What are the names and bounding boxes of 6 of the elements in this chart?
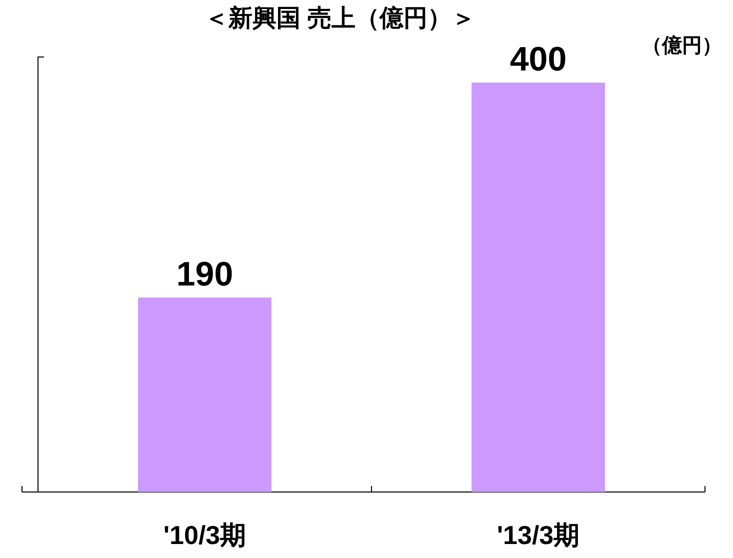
data-label: 400	[510, 40, 567, 79]
data-label: 190	[176, 256, 234, 294]
y-axis-title: （億円）	[642, 34, 722, 57]
chart-title: ＜新興国 売上（億円）＞	[204, 5, 476, 32]
x-tick-label: '13/3期	[496, 520, 580, 550]
x-tick-label: '10/3期	[163, 520, 246, 550]
